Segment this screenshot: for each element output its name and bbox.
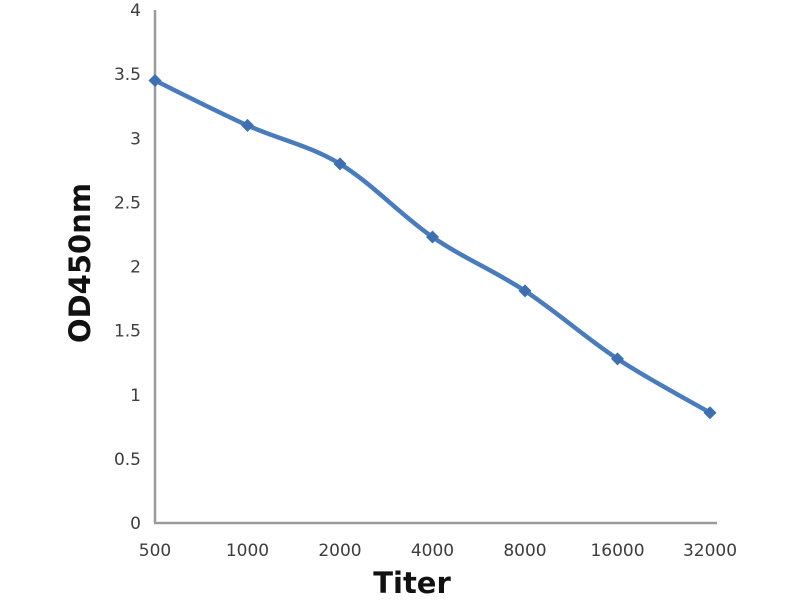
y-tick-label: 1: [130, 386, 141, 406]
data-point-marker: [426, 230, 439, 244]
x-axis-title: Titer: [373, 566, 451, 600]
y-tick-label: 0.5: [114, 450, 141, 470]
data-point-marker: [703, 406, 717, 420]
y-tick-label: 4: [130, 1, 141, 21]
x-tick-label: 32000: [683, 541, 737, 561]
data-point-marker: [148, 74, 162, 88]
y-tick-label: 2.5: [114, 193, 141, 213]
x-tick-label: 1000: [226, 541, 269, 561]
y-tick-label: 1.5: [114, 322, 141, 342]
data-point-marker: [611, 352, 624, 366]
y-axis-title: OD450nm: [63, 182, 97, 344]
y-tick-label: 3: [130, 129, 141, 149]
x-tick-label: 2000: [318, 541, 361, 561]
series-line: [152, 78, 713, 415]
x-tick-label: 500: [139, 541, 171, 561]
y-tick-label: 2: [130, 258, 141, 278]
y-tick-label: 0: [130, 514, 141, 534]
data-point-marker: [518, 284, 532, 298]
data-point-marker: [333, 157, 347, 171]
y-tick-label: 3.5: [114, 65, 141, 85]
x-tick-label: 4000: [411, 541, 454, 561]
x-tick-label: 16000: [590, 541, 644, 561]
data-point-marker: [241, 118, 254, 132]
x-tick-label: 8000: [503, 541, 546, 561]
